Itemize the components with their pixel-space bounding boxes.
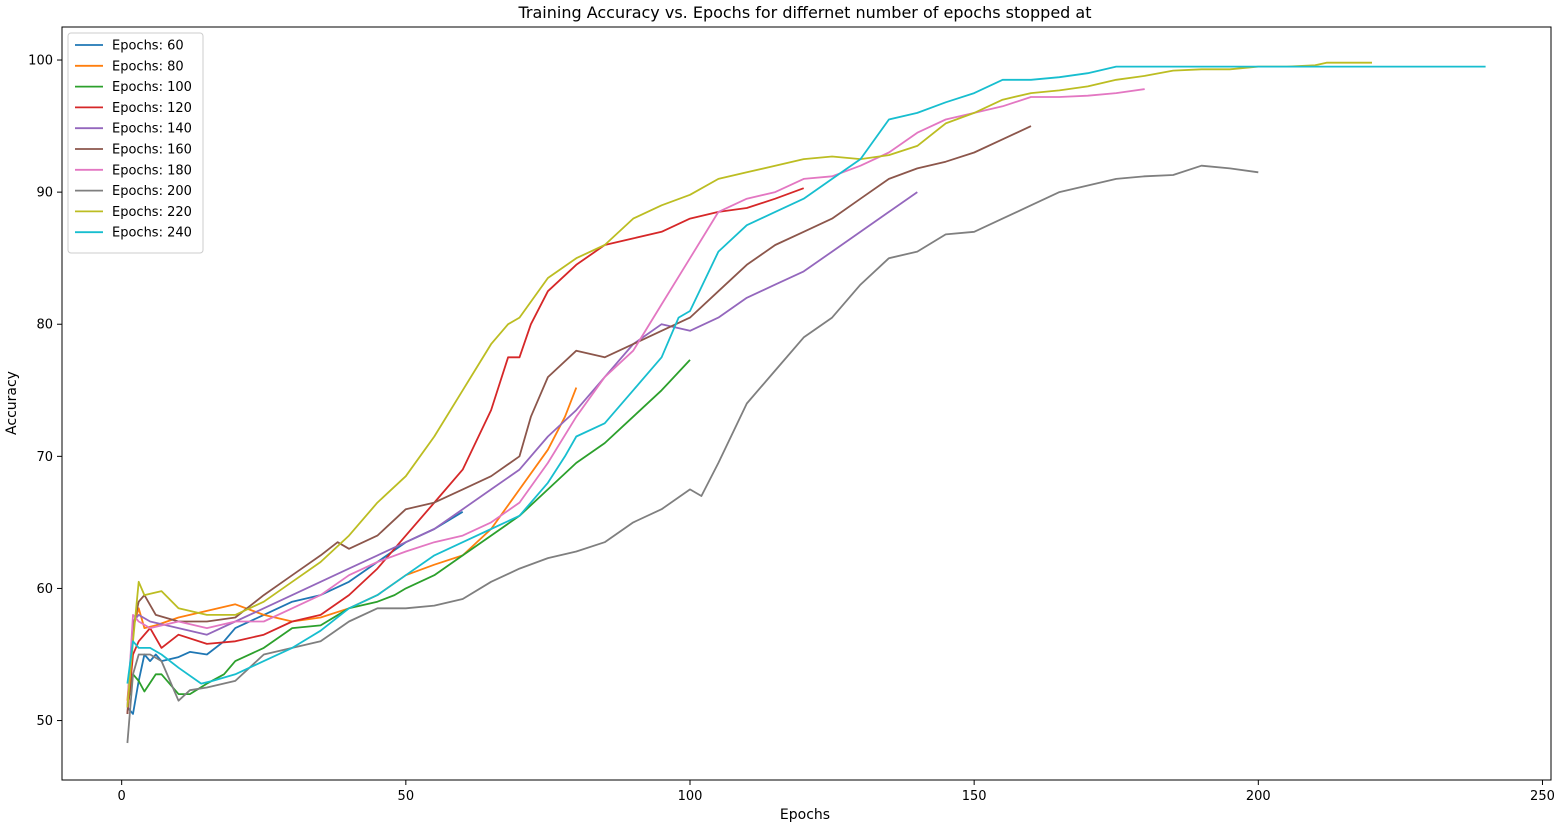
series-line-3 <box>126 187 805 714</box>
series-line-4 <box>126 191 918 708</box>
x-axis-label: Epochs <box>780 807 830 823</box>
series-line-6 <box>126 88 1145 708</box>
legend-entry-label: Epochs: 120 <box>112 101 192 116</box>
legend-entry-label: Epochs: 160 <box>112 143 192 158</box>
series-line-2 <box>126 359 691 708</box>
y-tick-label: 70 <box>36 450 53 465</box>
y-tick-label: 90 <box>36 186 53 201</box>
x-tick-label: 0 <box>118 789 126 804</box>
legend-entry-label: Epochs: 180 <box>112 163 192 178</box>
x-tick-label: 100 <box>678 789 703 804</box>
legend-entry-label: Epochs: 220 <box>112 205 192 220</box>
legend: Epochs: 60 Epochs: 80 Epochs: 100 Epochs: 1… <box>67 32 204 254</box>
legend-entry-label: Epochs: 240 <box>112 226 192 241</box>
x-axis-ticks: 0 50 100 150 200 250 <box>118 780 1555 804</box>
plot-area <box>61 26 1552 781</box>
legend-entry-label: Epochs: 200 <box>112 184 192 199</box>
x-tick-label: 200 <box>1246 789 1271 804</box>
y-axis-label: Accuracy <box>4 371 20 435</box>
x-tick-label: 250 <box>1530 789 1555 804</box>
series-line-9 <box>126 65 1486 685</box>
x-tick-label: 150 <box>962 789 987 804</box>
series-line-0 <box>126 511 464 715</box>
chart-title: Training Accuracy vs. Epochs for differn… <box>518 3 1092 22</box>
legend-box <box>67 32 204 254</box>
legend-entry-label: Epochs: 140 <box>112 122 192 137</box>
legend-entry-label: Epochs: 60 <box>112 39 184 54</box>
y-axis-ticks: 50 60 70 80 90 100 <box>28 54 62 729</box>
series-lines <box>126 61 1486 744</box>
series-line-8 <box>126 61 1372 708</box>
y-tick-label: 50 <box>36 714 53 729</box>
x-tick-label: 50 <box>398 789 415 804</box>
y-tick-label: 100 <box>28 54 53 69</box>
series-line-7 <box>126 164 1259 744</box>
y-tick-label: 60 <box>36 582 53 597</box>
legend-entry-label: Epochs: 80 <box>112 59 184 74</box>
legend-entry-label: Epochs: 100 <box>112 80 192 95</box>
series-line-5 <box>126 125 1032 714</box>
y-tick-label: 80 <box>36 318 53 333</box>
